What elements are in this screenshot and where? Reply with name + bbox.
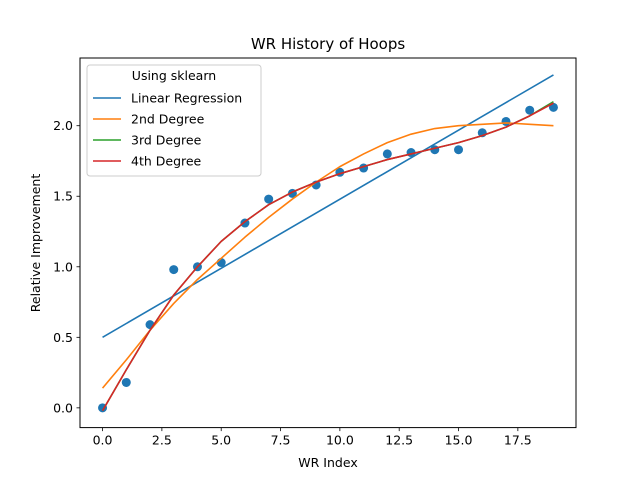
data-point <box>382 149 392 159</box>
legend-entries: Linear Regression 2nd Degree 3rd Degree 4th… <box>93 91 242 169</box>
legend-label: 2nd Degree <box>131 112 205 127</box>
data-point <box>525 105 535 115</box>
axes-frame <box>79 57 577 429</box>
legend-label: 3rd Degree <box>131 133 202 148</box>
chart-title: WR History of Hoops <box>251 35 406 53</box>
y-axis: 0.0 0.5 1.0 1.5 2.0 <box>53 118 80 415</box>
legend-label: 4th Degree <box>131 154 202 169</box>
x-tick-label: 0.0 <box>93 433 113 448</box>
legend-title: Using sklearn <box>132 68 216 83</box>
data-point <box>454 145 464 155</box>
series-line-linear-regression <box>102 74 554 339</box>
x-axis: 0.0 2.5 5.0 7.5 10.0 12.5 15.0 17.5 <box>93 427 532 448</box>
x-tick-label: 7.5 <box>271 433 291 448</box>
x-tick-label: 15.0 <box>445 433 473 448</box>
series-layer <box>101 74 554 412</box>
x-tick-label: 17.5 <box>504 433 532 448</box>
y-tick-label: 0.0 <box>53 400 73 415</box>
y-tick-label: 0.5 <box>53 330 73 345</box>
data-point <box>169 265 179 275</box>
legend-box <box>86 64 262 177</box>
y-tick-label: 1.0 <box>53 259 73 274</box>
legend: Using sklearn Linear Regression 2nd Degre… <box>86 64 262 177</box>
x-tick-label: 10.0 <box>326 433 354 448</box>
data-point <box>501 116 511 126</box>
series-line-2nd-degree <box>101 122 554 389</box>
y-axis-label: Relative Improvement <box>28 174 43 313</box>
y-tick-label: 1.5 <box>53 189 73 204</box>
legend-label: Linear Regression <box>131 91 242 106</box>
data-point <box>264 194 274 204</box>
x-tick-label: 2.5 <box>152 433 172 448</box>
data-point <box>121 377 131 387</box>
series-line-4th-degree <box>101 102 554 412</box>
x-axis-label: WR Index <box>298 455 357 470</box>
x-tick-label: 12.5 <box>385 433 413 448</box>
y-tick-label: 2.0 <box>53 118 73 133</box>
x-tick-label: 5.0 <box>211 433 231 448</box>
